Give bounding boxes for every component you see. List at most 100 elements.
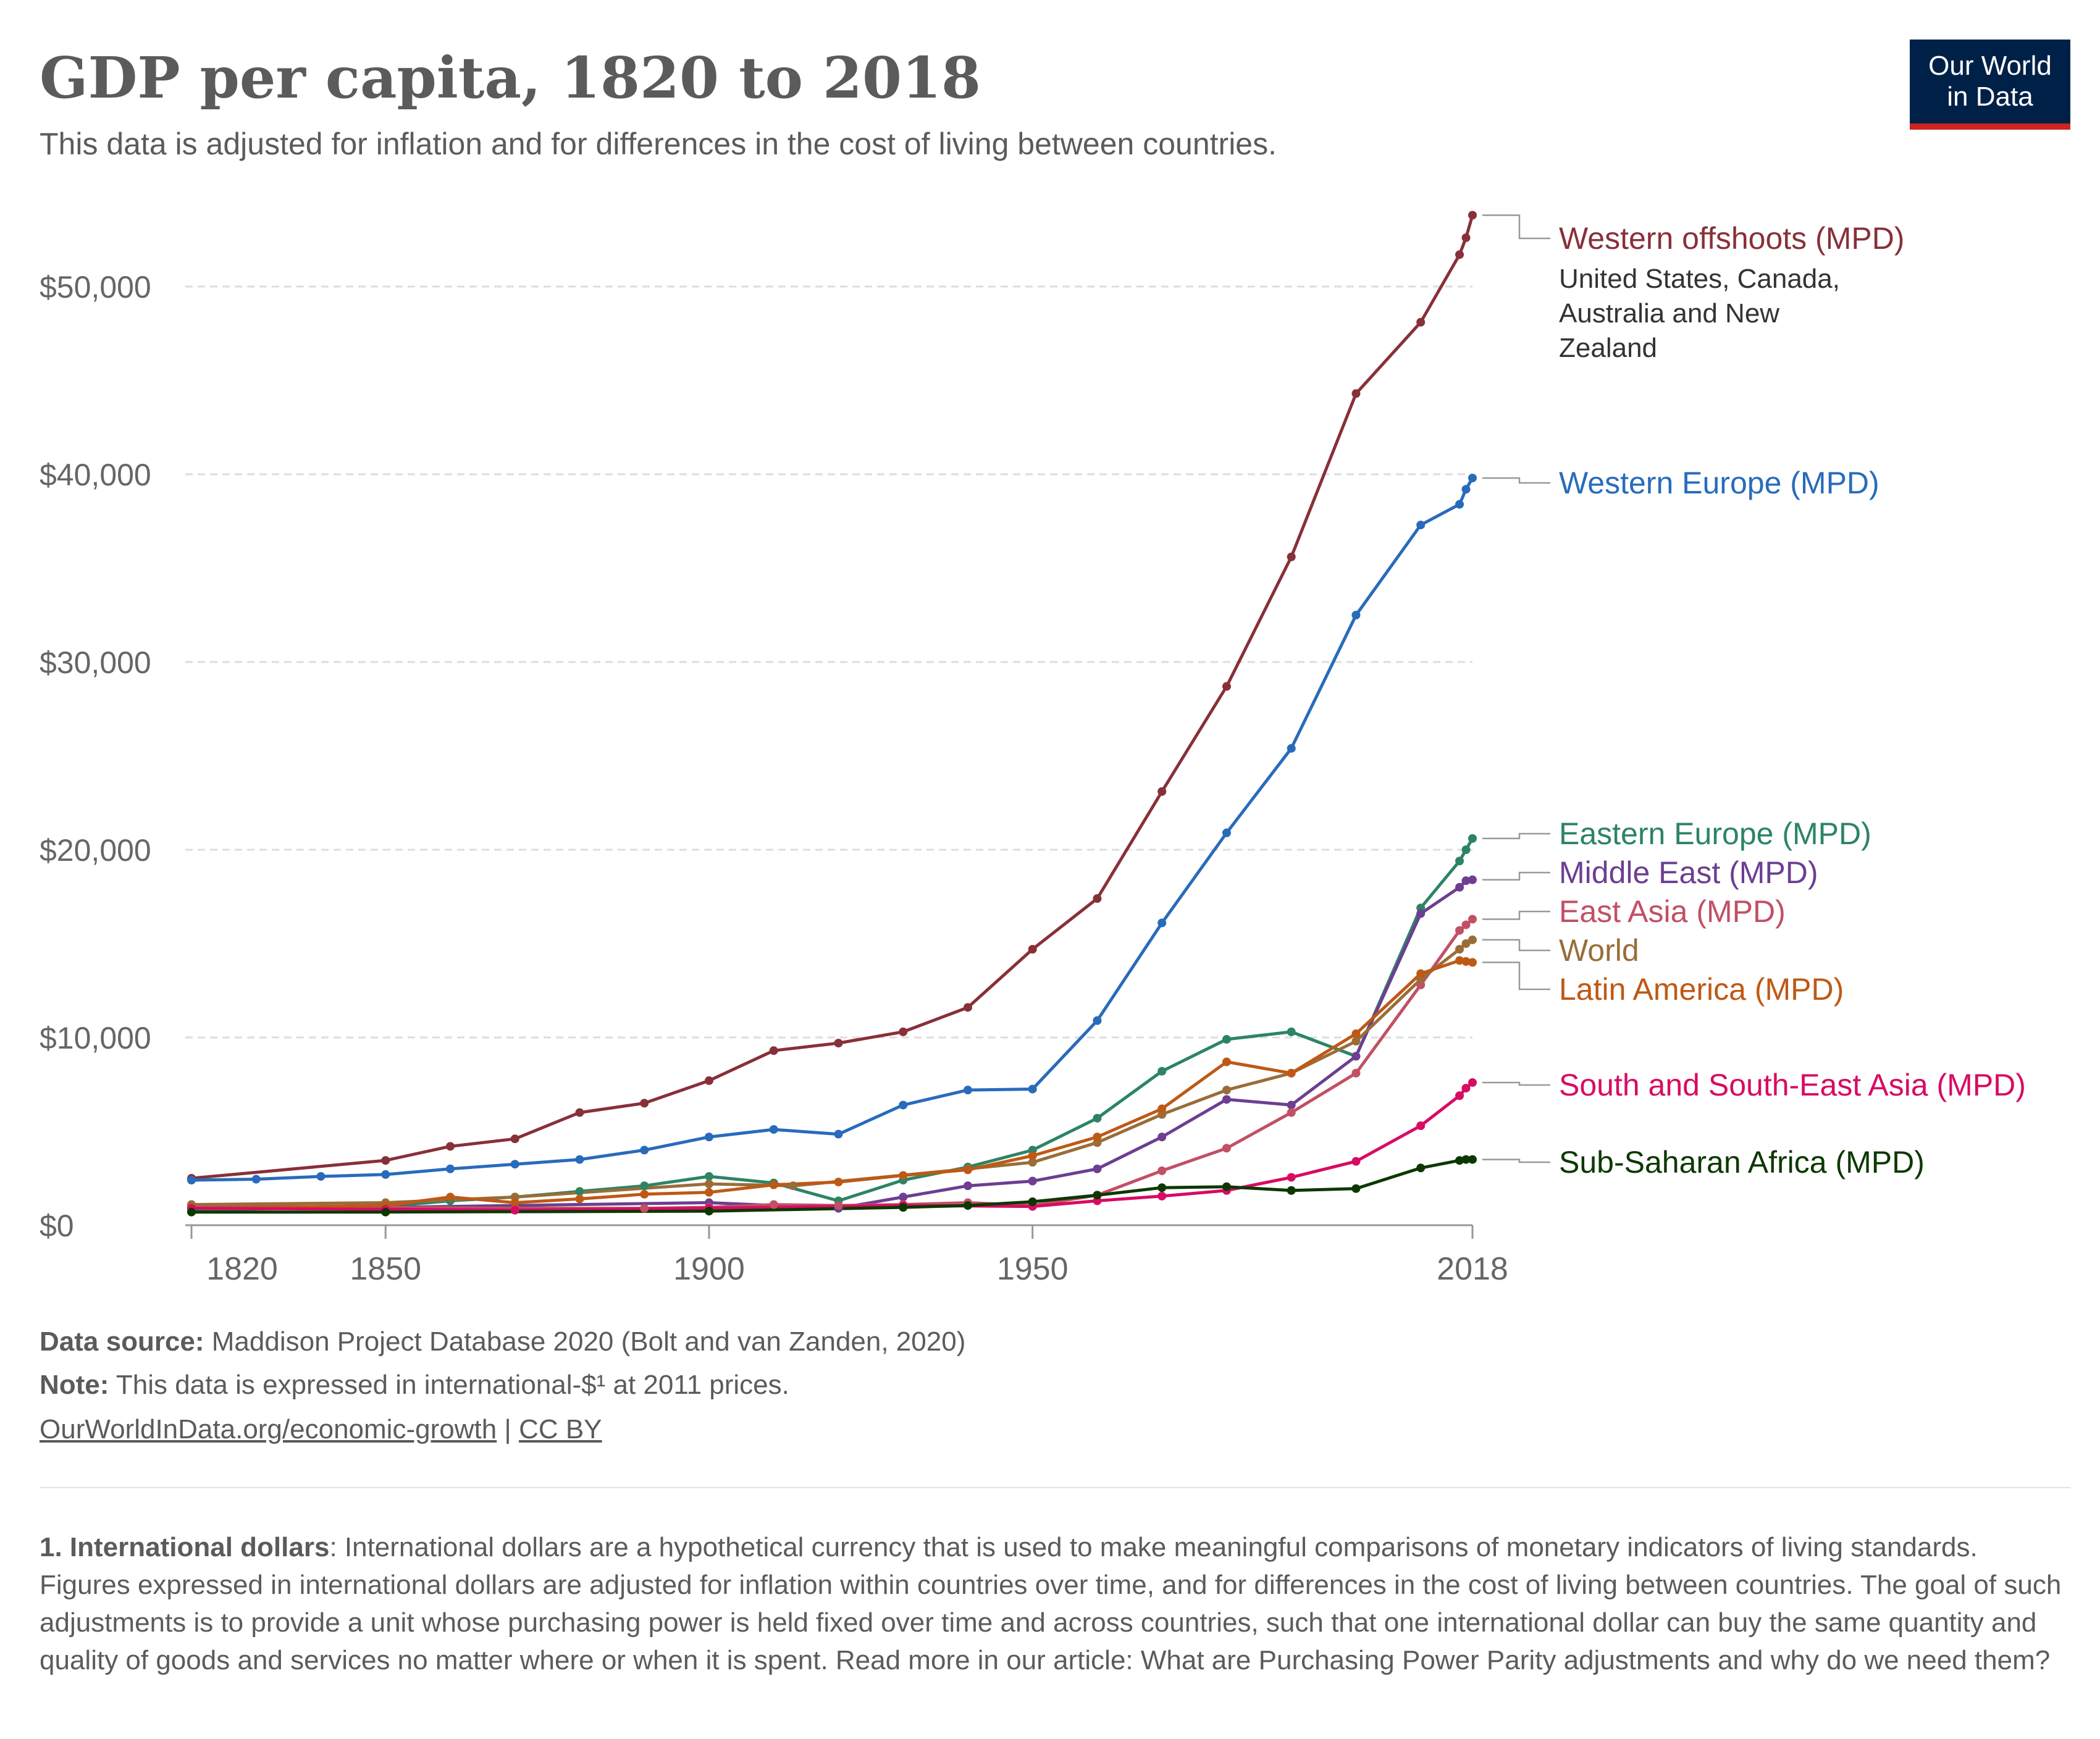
data-point[interactable] [1093, 1191, 1102, 1200]
source-link[interactable]: OurWorldInData.org/economic-growth [40, 1414, 497, 1444]
data-point[interactable] [1028, 945, 1037, 954]
data-point[interactable] [1468, 1078, 1477, 1087]
data-point[interactable] [640, 1204, 649, 1213]
data-point[interactable] [1351, 1029, 1361, 1038]
data-point[interactable] [769, 1180, 778, 1189]
data-point[interactable] [187, 1176, 196, 1185]
data-point[interactable] [1287, 1173, 1296, 1182]
data-point[interactable] [187, 1207, 196, 1217]
data-point[interactable] [1468, 834, 1477, 843]
data-point[interactable] [575, 1155, 584, 1164]
data-point[interactable] [1461, 1155, 1471, 1164]
data-point[interactable] [1157, 1191, 1167, 1201]
data-point[interactable] [445, 1164, 455, 1173]
data-point[interactable] [1287, 552, 1296, 561]
data-point[interactable] [1028, 1197, 1037, 1206]
data-point[interactable] [1351, 389, 1361, 398]
data-point[interactable] [381, 1170, 390, 1179]
data-point[interactable] [963, 1086, 972, 1095]
data-point[interactable] [1287, 744, 1296, 753]
data-point[interactable] [1351, 1037, 1361, 1046]
data-point[interactable] [445, 1192, 455, 1202]
data-point[interactable] [575, 1194, 584, 1204]
data-point[interactable] [1455, 945, 1464, 954]
data-point[interactable] [1461, 845, 1471, 854]
data-point[interactable] [251, 1175, 261, 1184]
data-point[interactable] [1222, 1035, 1231, 1044]
data-point[interactable] [834, 1129, 843, 1139]
data-point[interactable] [1416, 317, 1426, 327]
data-point[interactable] [1468, 915, 1477, 924]
data-point[interactable] [899, 1203, 908, 1212]
data-point[interactable] [899, 1100, 908, 1110]
data-point[interactable] [510, 1160, 519, 1169]
data-point[interactable] [1455, 857, 1464, 866]
data-point[interactable] [704, 1188, 713, 1197]
data-point[interactable] [1468, 474, 1477, 483]
data-point[interactable] [510, 1198, 519, 1207]
data-point[interactable] [1468, 935, 1477, 944]
data-point[interactable] [1455, 1091, 1464, 1100]
data-point[interactable] [1468, 958, 1477, 967]
data-point[interactable] [704, 1133, 713, 1142]
data-point[interactable] [1222, 682, 1231, 691]
data-point[interactable] [769, 1200, 778, 1209]
data-point[interactable] [1351, 1052, 1361, 1061]
data-point[interactable] [963, 1181, 972, 1191]
data-point[interactable] [445, 1142, 455, 1151]
data-point[interactable] [834, 1201, 843, 1210]
data-point[interactable] [789, 1181, 798, 1191]
data-point[interactable] [640, 1189, 649, 1199]
data-point[interactable] [1461, 939, 1471, 948]
data-point[interactable] [640, 1181, 649, 1191]
data-point[interactable] [1222, 1095, 1231, 1104]
data-point[interactable] [1351, 1184, 1361, 1193]
data-point[interactable] [834, 1039, 843, 1048]
data-point[interactable] [1287, 1027, 1296, 1036]
data-point[interactable] [1093, 1164, 1102, 1173]
data-point[interactable] [1093, 1016, 1102, 1025]
data-point[interactable] [1028, 1151, 1037, 1160]
data-point[interactable] [1455, 250, 1464, 259]
data-point[interactable] [1157, 918, 1167, 928]
data-point[interactable] [1157, 1104, 1167, 1113]
data-point[interactable] [899, 1171, 908, 1180]
data-point[interactable] [1157, 1066, 1167, 1076]
owid-logo[interactable]: Our World in Data [1910, 40, 2070, 130]
data-point[interactable] [1455, 956, 1464, 965]
data-point[interactable] [1222, 1057, 1231, 1066]
data-point[interactable] [1222, 1182, 1231, 1191]
data-point[interactable] [1222, 1086, 1231, 1095]
data-point[interactable] [1222, 828, 1231, 837]
data-point[interactable] [640, 1146, 649, 1155]
data-point[interactable] [1461, 920, 1471, 929]
license-link[interactable]: CC BY [519, 1414, 602, 1444]
data-point[interactable] [704, 1180, 713, 1189]
data-point[interactable] [769, 1125, 778, 1134]
data-point[interactable] [1461, 957, 1471, 966]
data-point[interactable] [381, 1207, 390, 1217]
data-point[interactable] [963, 1003, 972, 1012]
data-point[interactable] [510, 1134, 519, 1144]
data-point[interactable] [963, 1165, 972, 1175]
data-point[interactable] [1455, 926, 1464, 935]
data-point[interactable] [1287, 1100, 1296, 1110]
data-point[interactable] [1157, 787, 1167, 796]
data-point[interactable] [899, 1027, 908, 1036]
data-point[interactable] [769, 1046, 778, 1055]
data-point[interactable] [1093, 894, 1102, 903]
data-point[interactable] [1461, 233, 1471, 242]
data-point[interactable] [1468, 1155, 1477, 1164]
data-point[interactable] [834, 1178, 843, 1187]
data-point[interactable] [1455, 882, 1464, 892]
data-point[interactable] [899, 1192, 908, 1202]
data-point[interactable] [640, 1099, 649, 1108]
data-point[interactable] [1222, 1144, 1231, 1153]
data-point[interactable] [1287, 1068, 1296, 1078]
data-point[interactable] [575, 1187, 584, 1196]
data-point[interactable] [510, 1205, 519, 1215]
data-point[interactable] [1461, 485, 1471, 494]
data-point[interactable] [1157, 1133, 1167, 1142]
data-point[interactable] [1157, 1166, 1167, 1175]
data-point[interactable] [1416, 1163, 1426, 1173]
